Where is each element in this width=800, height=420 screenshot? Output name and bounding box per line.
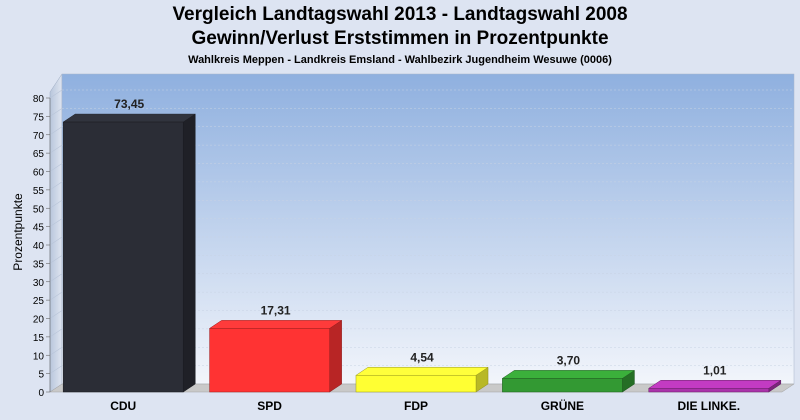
y-tick-label: 15 [33,333,45,344]
y-tick-label: 40 [33,241,45,252]
x-tick-label: FDP [404,399,428,413]
chart-subtitle: Wahlkreis Meppen - Landkreis Emsland - W… [188,54,612,66]
grid-line-side [49,218,63,227]
grid-line-side [49,181,63,191]
y-tick-label: 10 [33,351,45,362]
y-tick-label: 35 [33,259,45,270]
y-tick-label: 20 [33,315,45,326]
y-tick-label: 30 [33,278,45,289]
bar-cdu [62,121,184,393]
grid-line-side [49,347,63,356]
grid-line-side [49,163,63,172]
y-axis-label: Prozentpunkte [11,193,25,271]
x-tick-label: GRÜNE [541,398,584,413]
x-tick-label: DIE LINKE. [677,399,740,413]
bar-side-cdu [182,113,196,393]
grid-line-side [49,310,63,319]
data-label: 3,70 [557,353,581,367]
y-tick-label: 25 [33,296,45,307]
y-tick-label: 80 [33,94,45,105]
x-tick-label: SPD [257,399,282,413]
bar-fdp [355,375,477,393]
bar-top-cdu [62,113,197,123]
data-label: 17,31 [261,303,291,317]
plot-left-wall [49,73,63,393]
bar-top-gr-ne [501,370,636,379]
data-label: 4,54 [410,350,434,364]
grid-line-side [49,365,63,374]
grid-line-side [49,126,63,135]
grid-line-side [49,328,63,338]
grid-line-side [49,108,63,117]
x-tick-label: CDU [110,399,136,413]
bar-top-die-linke- [647,380,782,389]
y-tick-label: 60 [33,168,45,179]
grid-line-side [49,200,63,209]
y-tick-label: 5 [38,370,44,381]
y-tick-label: 45 [33,223,45,234]
bar-top-fdp [355,367,489,376]
bar-gr-ne [502,378,623,393]
y-tick-label: 75 [33,112,45,123]
bar-die-linke- [648,388,770,393]
bar-side-spd [329,319,342,393]
y-tick-label: 50 [33,204,45,215]
y-tick-label: 0 [38,388,44,399]
grid-line-side [49,236,63,246]
grid-line-side [49,291,63,301]
grid-line-side [49,89,63,99]
y-tick-label: 55 [33,186,45,197]
data-label: 1,01 [703,363,727,377]
data-label: 73,45 [114,97,144,111]
bar-top-spd [208,320,343,329]
chart-subtitle-line2: Gewinn/Verlust Erststimmen in Prozentpun… [191,28,609,49]
bar-spd [209,328,330,393]
grid-line-side [49,255,63,264]
chart-title: Vergleich Landtagswahl 2013 - Landtagswa… [172,4,628,25]
y-tick-label: 65 [33,149,45,160]
grid-line-side [49,144,63,154]
grid-line-side [49,273,63,282]
y-tick-label: 70 [33,131,45,142]
